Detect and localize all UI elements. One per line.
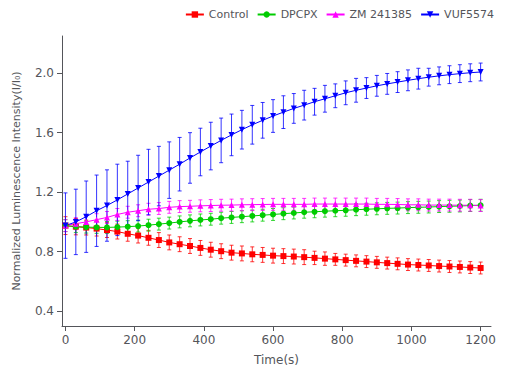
- svg-text:VUF5574: VUF5574: [444, 8, 494, 21]
- svg-text:Control: Control: [209, 8, 249, 21]
- svg-text:800: 800: [331, 333, 354, 347]
- svg-text:0.4: 0.4: [35, 304, 54, 318]
- svg-text:1.6: 1.6: [35, 126, 54, 140]
- svg-text:1.2: 1.2: [35, 185, 54, 199]
- svg-text:0.8: 0.8: [35, 245, 54, 259]
- svg-text:1200: 1200: [465, 333, 496, 347]
- svg-text:1000: 1000: [396, 333, 427, 347]
- svg-text:ZM 241385: ZM 241385: [350, 8, 413, 21]
- svg-text:600: 600: [262, 333, 285, 347]
- svg-text:2.0: 2.0: [35, 66, 54, 80]
- svg-text:200: 200: [123, 333, 146, 347]
- svg-text:DPCPX: DPCPX: [281, 8, 318, 21]
- svg-text:Time(s): Time(s): [253, 353, 299, 367]
- svg-text:400: 400: [192, 333, 215, 347]
- svg-text:Normalized Luminescence Intens: Normalized Luminescence Intensity(I/I₀): [10, 71, 23, 290]
- svg-text:0: 0: [62, 333, 70, 347]
